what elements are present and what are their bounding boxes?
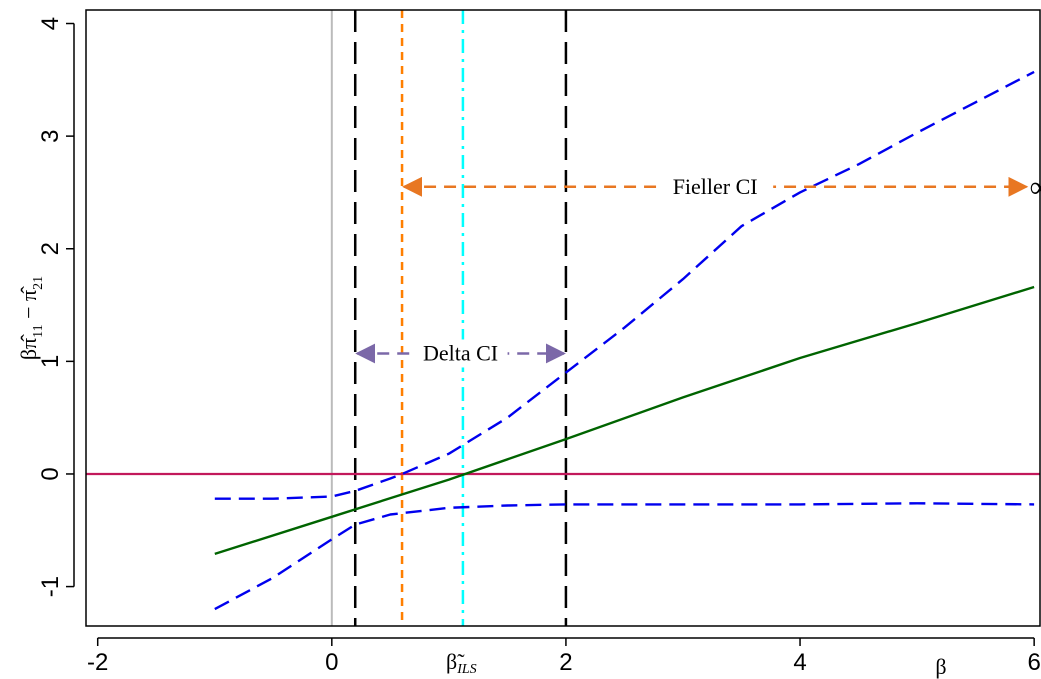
x-axis-label: β	[935, 654, 946, 679]
x-tick-label: 6	[1027, 649, 1040, 676]
y-label-sub-2: 21	[31, 276, 46, 290]
x-tick-label: -2	[87, 649, 108, 676]
x-tick-label: 0	[325, 649, 338, 676]
y-tick-label: 1	[37, 355, 64, 368]
y-label-sub-1: 11	[31, 324, 46, 337]
series-line-0	[214, 285, 1035, 556]
x-tick-label: 4	[793, 649, 806, 676]
y-tick-label: 0	[37, 467, 64, 480]
plot-lines	[86, 10, 1040, 626]
axes: -2 0 2 4 6 -1 0 1 2 3 4	[37, 17, 1041, 676]
fieller-ci-label-bg	[657, 172, 774, 201]
y-tick-label: 3	[37, 129, 64, 142]
y-label-beta: β	[16, 349, 41, 360]
y-tick-label: 4	[37, 17, 64, 30]
y-axis-label: βπ̂11 − π̂21	[16, 276, 46, 360]
x-tick-label: 2	[559, 649, 572, 676]
infinity-symbol: ∞	[1030, 171, 1041, 204]
y-tick-label: -1	[37, 576, 64, 597]
beta-tilde-ils-label: β̃ILS	[446, 649, 477, 677]
fieller-ci-label: Fieller CI	[673, 174, 758, 199]
annotations: Fieller CI ∞ Delta CI	[355, 171, 1041, 368]
series-line-2	[214, 502, 1035, 611]
beta-tilde-subscript: ILS	[456, 662, 476, 677]
y-label-minus: −	[16, 301, 41, 324]
delta-ci-label: Delta CI	[423, 340, 498, 365]
plot-frame	[85, 9, 1041, 627]
series-line-1	[214, 70, 1035, 500]
svg-text:βπ̂11 − π̂21: βπ̂11 − π̂21	[16, 276, 46, 360]
delta-ci-label-bg	[413, 339, 508, 368]
y-tick-label: 2	[37, 242, 64, 255]
